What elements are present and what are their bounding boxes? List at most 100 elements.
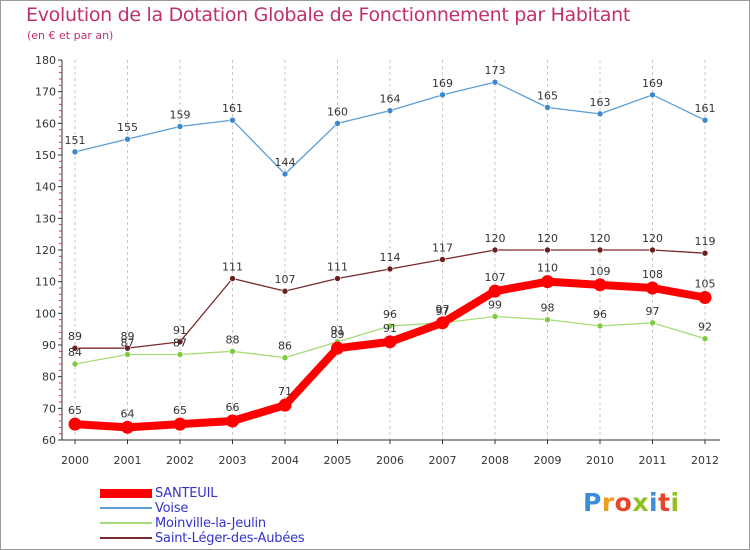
data-label: 97 <box>436 305 450 318</box>
data-label: 155 <box>117 121 138 134</box>
data-label: 108 <box>642 268 663 281</box>
logo-letter: o <box>614 488 633 517</box>
data-point <box>331 341 344 355</box>
data-point <box>383 335 397 349</box>
legend-item: SANTEUIL <box>100 486 400 501</box>
data-label: 91 <box>331 324 345 337</box>
data-point <box>649 246 656 254</box>
data-point <box>176 351 184 358</box>
data-point <box>124 351 131 358</box>
logo-letter: r <box>601 488 615 517</box>
legend-swatch <box>100 488 152 498</box>
data-label: 151 <box>65 134 86 147</box>
data-point <box>281 287 289 295</box>
data-point <box>436 316 449 330</box>
data-label: 92 <box>698 321 712 334</box>
data-label: 119 <box>695 235 716 248</box>
data-point <box>544 104 551 111</box>
series-layer <box>68 78 712 434</box>
data-point <box>68 417 82 431</box>
data-label: 109 <box>590 265 611 278</box>
axis-layer: 60 70 80 90 100 110 120 130 140 150 160 170 180 2000 2… <box>35 54 720 467</box>
data-label: 65 <box>173 404 187 417</box>
legend-label: Moinville-la-Jeulin <box>155 516 266 531</box>
data-point <box>281 170 289 178</box>
data-label: 163 <box>590 96 611 109</box>
data-label: 105 <box>695 278 716 291</box>
data-label: 107 <box>275 273 296 286</box>
x-tick-label: 2010 <box>586 454 614 467</box>
data-label: 98 <box>541 302 555 315</box>
y-tick-label: 160 <box>35 117 56 130</box>
data-label: 160 <box>327 105 348 118</box>
data-point <box>334 275 341 282</box>
data-label: 161 <box>222 102 243 115</box>
data-point <box>176 338 184 346</box>
data-label: 97 <box>436 303 450 316</box>
x-tick-label: 2011 <box>639 454 667 467</box>
data-point <box>278 398 292 412</box>
data-point <box>121 420 134 434</box>
legend-swatch <box>100 522 152 524</box>
data-label: 87 <box>173 337 187 350</box>
data-point <box>334 120 341 127</box>
y-tick-label: 100 <box>35 307 56 320</box>
data-point <box>173 417 187 431</box>
x-tick-label: 2000 <box>61 454 89 467</box>
logo-letter: i <box>649 488 659 517</box>
logo-letter: x <box>632 488 649 517</box>
y-tick-label: 90 <box>42 339 56 352</box>
data-label: 164 <box>380 93 401 106</box>
data-label: 86 <box>278 340 292 353</box>
data-point <box>229 116 236 124</box>
legend-label: Voise <box>155 501 189 516</box>
data-point <box>71 360 79 368</box>
data-point <box>226 414 239 428</box>
data-label: 71 <box>278 385 292 398</box>
y-tick-label: 170 <box>35 86 56 99</box>
x-tick-label: 2007 <box>429 454 457 467</box>
data-point <box>646 281 659 295</box>
data-point <box>71 344 79 352</box>
data-label: 99 <box>488 299 502 312</box>
data-label: 110 <box>537 262 558 275</box>
legend-swatch <box>100 537 152 539</box>
x-tick-label: 2009 <box>534 454 562 467</box>
data-point <box>439 256 446 263</box>
data-label: 87 <box>121 337 135 350</box>
legend-item: Voise <box>100 501 400 516</box>
data-label: 144 <box>275 156 296 169</box>
legend-label: Saint-Léger-des-Aubées <box>155 531 305 546</box>
data-point <box>544 316 551 323</box>
data-point <box>281 354 289 361</box>
data-point <box>701 249 709 257</box>
data-label: 165 <box>537 90 558 103</box>
x-tick-label: 2001 <box>114 454 142 467</box>
data-point <box>491 78 499 86</box>
data-point <box>491 313 499 320</box>
x-tick-label: 2003 <box>219 454 247 467</box>
x-tick-label: 2012 <box>691 454 719 467</box>
legend-item: Saint-Léger-des-Aubées <box>100 531 400 546</box>
y-tick-label: 120 <box>35 244 56 257</box>
data-label: 120 <box>590 232 611 245</box>
data-point <box>596 322 604 330</box>
data-label: 169 <box>642 77 663 90</box>
x-tick-label: 2002 <box>166 454 194 467</box>
legend-label: SANTEUIL <box>155 486 218 501</box>
x-tick-label: 2005 <box>324 454 352 467</box>
y-tick-label: 70 <box>42 402 56 415</box>
legend-item: Moinville-la-Jeulin <box>100 516 400 531</box>
data-point <box>701 335 709 342</box>
chart-subtitle: (en € et par an) <box>27 29 114 42</box>
y-tick-label: 80 <box>42 371 56 384</box>
data-label: 107 <box>485 271 506 284</box>
logo-letter: i <box>670 488 680 517</box>
data-point <box>71 148 79 156</box>
data-label: 120 <box>537 232 558 245</box>
data-point <box>229 348 236 355</box>
data-point <box>386 265 394 273</box>
y-tick-label: 180 <box>35 54 56 67</box>
data-label: 120 <box>485 232 506 245</box>
data-point <box>439 91 446 99</box>
